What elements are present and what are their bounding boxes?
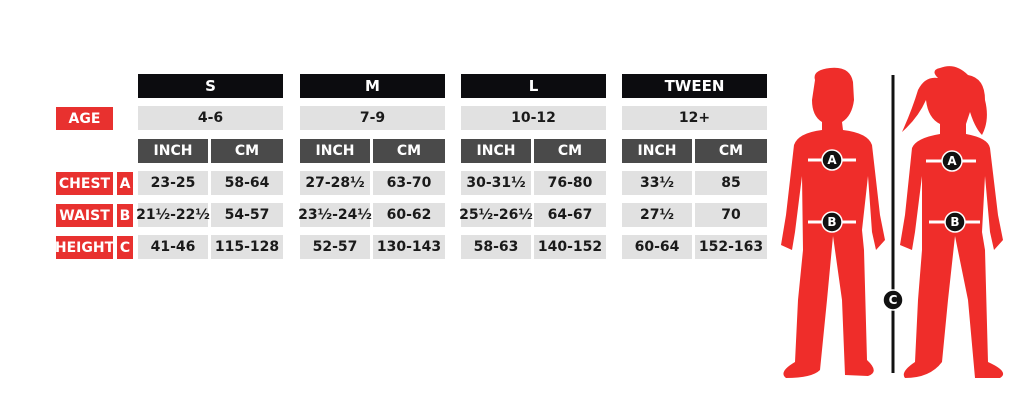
unit-cm-header: CM bbox=[373, 139, 445, 163]
unit-cm-header: CM bbox=[211, 139, 283, 163]
age-cell: 10-12 bbox=[461, 106, 606, 130]
chest-inch-cell: 30-31½ bbox=[461, 171, 531, 195]
label-age: AGE bbox=[56, 107, 113, 130]
waist-cm-cell: 64-67 bbox=[534, 203, 606, 227]
waist-inch-cell: 23½-24½ bbox=[298, 203, 372, 227]
unit-cm-header: CM bbox=[534, 139, 606, 163]
height-cm-cell: 140-152 bbox=[534, 235, 606, 259]
waist-inch-cell: 27½ bbox=[622, 203, 692, 227]
label-waist: WAIST bbox=[56, 204, 113, 227]
unit-inch-header: INCH bbox=[138, 139, 208, 163]
marker-b-text: B bbox=[827, 215, 836, 229]
marker-c bbox=[882, 289, 904, 311]
unit-inch-header: INCH bbox=[300, 139, 370, 163]
age-cell: 7-9 bbox=[300, 106, 445, 130]
marker-b-boy bbox=[821, 211, 843, 233]
unit-inch-header: INCH bbox=[461, 139, 531, 163]
height-inch-cell: 41-46 bbox=[138, 235, 208, 259]
chest-cm-cell: 85 bbox=[695, 171, 767, 195]
height-inch-cell: 60-64 bbox=[622, 235, 692, 259]
waist-cm-cell: 54-57 bbox=[211, 203, 283, 227]
waist-cm-cell: 70 bbox=[695, 203, 767, 227]
height-cm-cell: 130-143 bbox=[373, 235, 445, 259]
height-cm-cell: 152-163 bbox=[695, 235, 767, 259]
height-inch-cell: 52-57 bbox=[300, 235, 370, 259]
marker-a-text: A bbox=[947, 154, 957, 168]
label-height-c: C bbox=[117, 236, 133, 259]
size-header: M bbox=[300, 74, 445, 98]
label-waist-b: B bbox=[117, 204, 133, 227]
marker-a-boy bbox=[821, 149, 843, 171]
age-cell: 12+ bbox=[622, 106, 767, 130]
chest-cm-cell: 63-70 bbox=[373, 171, 445, 195]
waist-inch-cell: 21½-22½ bbox=[136, 203, 210, 227]
label-chest-a: A bbox=[117, 172, 133, 195]
unit-inch-header: INCH bbox=[622, 139, 692, 163]
height-cm-cell: 115-128 bbox=[211, 235, 283, 259]
label-height: HEIGHT bbox=[55, 236, 114, 259]
marker-c-text: C bbox=[889, 293, 898, 307]
waist-inch-cell: 25½-26½ bbox=[459, 203, 533, 227]
marker-b-text: B bbox=[950, 215, 959, 229]
chest-inch-cell: 33½ bbox=[622, 171, 692, 195]
label-chest: CHEST bbox=[56, 172, 113, 195]
height-inch-cell: 58-63 bbox=[461, 235, 531, 259]
marker-a-text: A bbox=[827, 153, 837, 167]
size-header: TWEEN bbox=[622, 74, 767, 98]
chest-inch-cell: 27-28½ bbox=[300, 171, 370, 195]
marker-a-girl bbox=[941, 150, 963, 172]
unit-cm-header: CM bbox=[695, 139, 767, 163]
chest-inch-cell: 23-25 bbox=[138, 171, 208, 195]
size-header: S bbox=[138, 74, 283, 98]
age-cell: 4-6 bbox=[138, 106, 283, 130]
chest-cm-cell: 76-80 bbox=[534, 171, 606, 195]
chest-cm-cell: 58-64 bbox=[211, 171, 283, 195]
size-header: L bbox=[461, 74, 606, 98]
marker-b-girl bbox=[944, 211, 966, 233]
waist-cm-cell: 60-62 bbox=[373, 203, 445, 227]
